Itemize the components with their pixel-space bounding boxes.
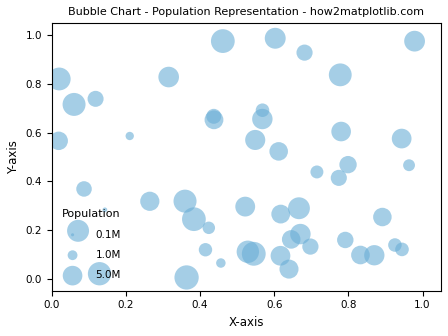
Point [56,76,63,82]
Point [101,207,108,213]
Point [55,138,62,143]
Point [411,39,418,44]
Point [371,253,378,258]
Point [337,72,344,78]
Point [241,204,249,209]
Point [313,169,320,175]
Point [74,228,82,234]
Point [295,206,302,211]
Point [250,251,257,256]
Point [205,225,212,230]
Point [301,50,308,55]
Point [277,253,284,258]
Point [183,275,190,280]
Legend: 0.1M, 1.0M, 5.0M: 0.1M, 1.0M, 5.0M [57,204,126,286]
Point [259,108,266,113]
Y-axis label: Y-axis: Y-axis [7,140,20,174]
Point [342,237,349,243]
Point [335,175,342,180]
Point [345,162,352,167]
Point [398,136,405,141]
Point [392,242,399,248]
Point [288,237,295,242]
Point [244,249,251,254]
Point [357,252,364,258]
Point [252,137,259,143]
Point [219,38,226,44]
Point [297,232,304,237]
Point [277,211,284,217]
Point [307,244,314,249]
Point [181,199,189,204]
Point [211,117,218,123]
Point [379,214,386,220]
Point [165,74,172,80]
Point [398,247,405,252]
Point [405,163,413,168]
Title: Bubble Chart - Population Representation - how2matplotlib.com: Bubble Chart - Population Representation… [69,7,424,17]
Point [190,216,198,222]
Point [81,186,88,192]
Point [217,260,224,266]
Point [337,129,345,134]
X-axis label: X-axis: X-axis [228,316,264,329]
Point [92,96,99,101]
Point [146,199,153,204]
Point [70,102,78,107]
Point [126,133,134,139]
Point [202,247,209,252]
Point [259,116,266,122]
Point [96,271,103,277]
Point [285,266,293,272]
Point [210,114,217,119]
Point [275,149,282,154]
Point [271,36,279,41]
